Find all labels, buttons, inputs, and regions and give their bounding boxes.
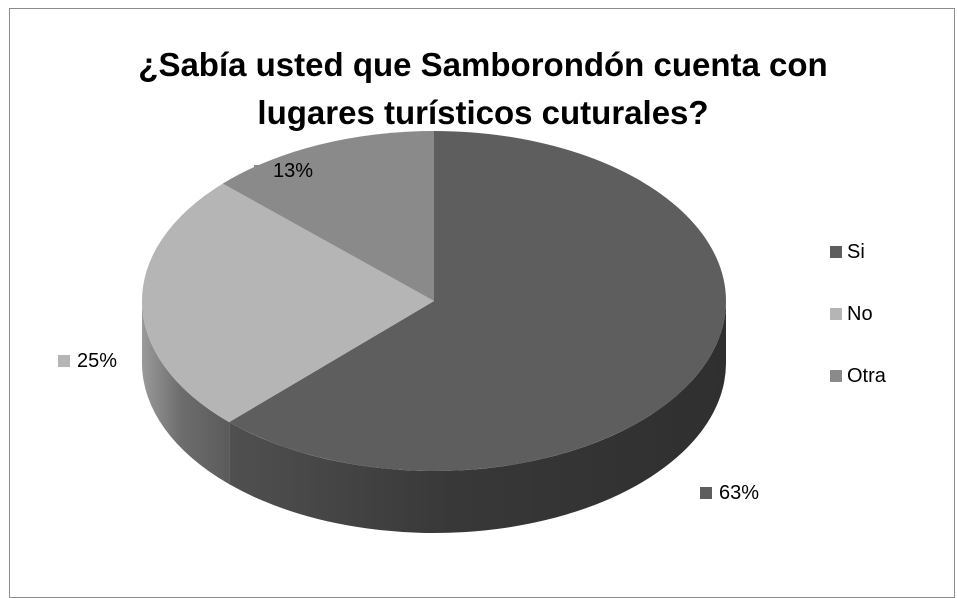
legend-swatch-no — [830, 308, 842, 320]
data-label-swatch — [700, 487, 712, 499]
data-label-si: 63% — [700, 482, 759, 504]
data-label-text: 13% — [273, 160, 313, 182]
chart-area: ¿Sabía usted que Samborondón cuenta con … — [9, 8, 955, 598]
data-label-text: 25% — [77, 350, 117, 372]
legend-label-no: No — [847, 302, 873, 325]
legend-swatch-otra — [830, 370, 842, 382]
chart-title-line-1: ¿Sabía usted que Samborondón cuenta con — [138, 46, 828, 83]
legend-label-si: Si — [847, 240, 865, 263]
legend-swatch-si — [830, 246, 842, 258]
data-label-text: 63% — [719, 482, 759, 504]
legend-item-no: No — [830, 299, 886, 329]
pie-side-si — [229, 301, 726, 533]
pie-chart: 63% 25% 13% — [58, 131, 759, 533]
legend-item-otra: Otra — [830, 361, 886, 391]
data-label-swatch — [254, 165, 266, 177]
pie-slice-si — [229, 131, 727, 471]
data-label-otra: 13% — [254, 160, 313, 182]
chart-title: ¿Sabía usted que Samborondón cuenta con … — [10, 41, 956, 137]
legend-label-otra: Otra — [847, 364, 886, 387]
data-label-no: 25% — [58, 350, 117, 372]
data-label-swatch — [58, 355, 70, 367]
legend: Si No Otra — [830, 237, 886, 423]
chart-title-line-2: lugares turísticos cuturales? — [257, 94, 709, 131]
pie-slice-no — [141, 183, 434, 423]
pie-slice-otra — [222, 131, 434, 301]
legend-item-si: Si — [830, 237, 886, 267]
pie-side-no — [142, 301, 230, 485]
